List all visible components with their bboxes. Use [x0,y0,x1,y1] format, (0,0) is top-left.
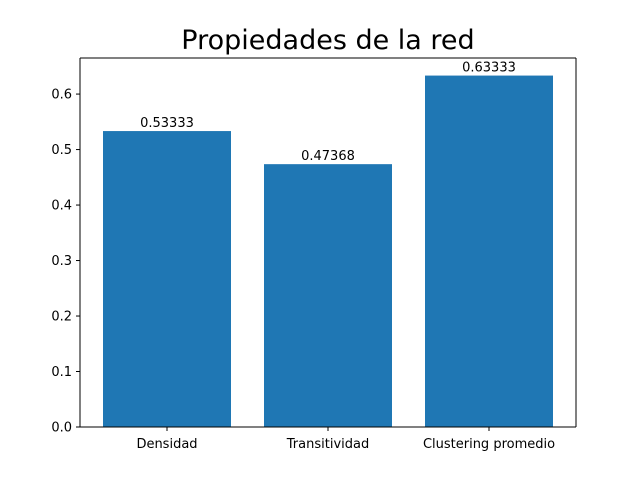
x-tick-label-1: Transitividad [286,437,369,452]
y-tick-label-0: 0.0 [51,421,72,436]
axes-layer: 0.0 0.1 0.2 0.3 0.4 0.5 0.6 Densidad Transitivid… [51,57,577,452]
x-tick-label-0: Densidad [136,437,197,452]
y-tick-label-1: 0.1 [51,365,72,380]
value-label-1: 0.47368 [301,149,355,164]
bar-0 [103,131,231,427]
y-tick-label-5: 0.5 [51,143,72,158]
y-tick-label-2: 0.2 [51,310,72,325]
bar-2 [425,75,553,428]
chart-title: Propiedades de la red [181,25,474,56]
value-label-2: 0.63333 [462,61,516,76]
y-tick-label-4: 0.4 [51,199,72,214]
value-label-0: 0.53333 [140,116,194,131]
bar-1 [264,164,392,428]
bars-layer: 0.53333 0.47368 0.63333 [103,61,553,428]
y-tick-label-6: 0.6 [51,88,72,103]
x-tick-label-2: Clustering promedio [423,437,555,452]
y-tick-label-3: 0.3 [51,254,72,269]
